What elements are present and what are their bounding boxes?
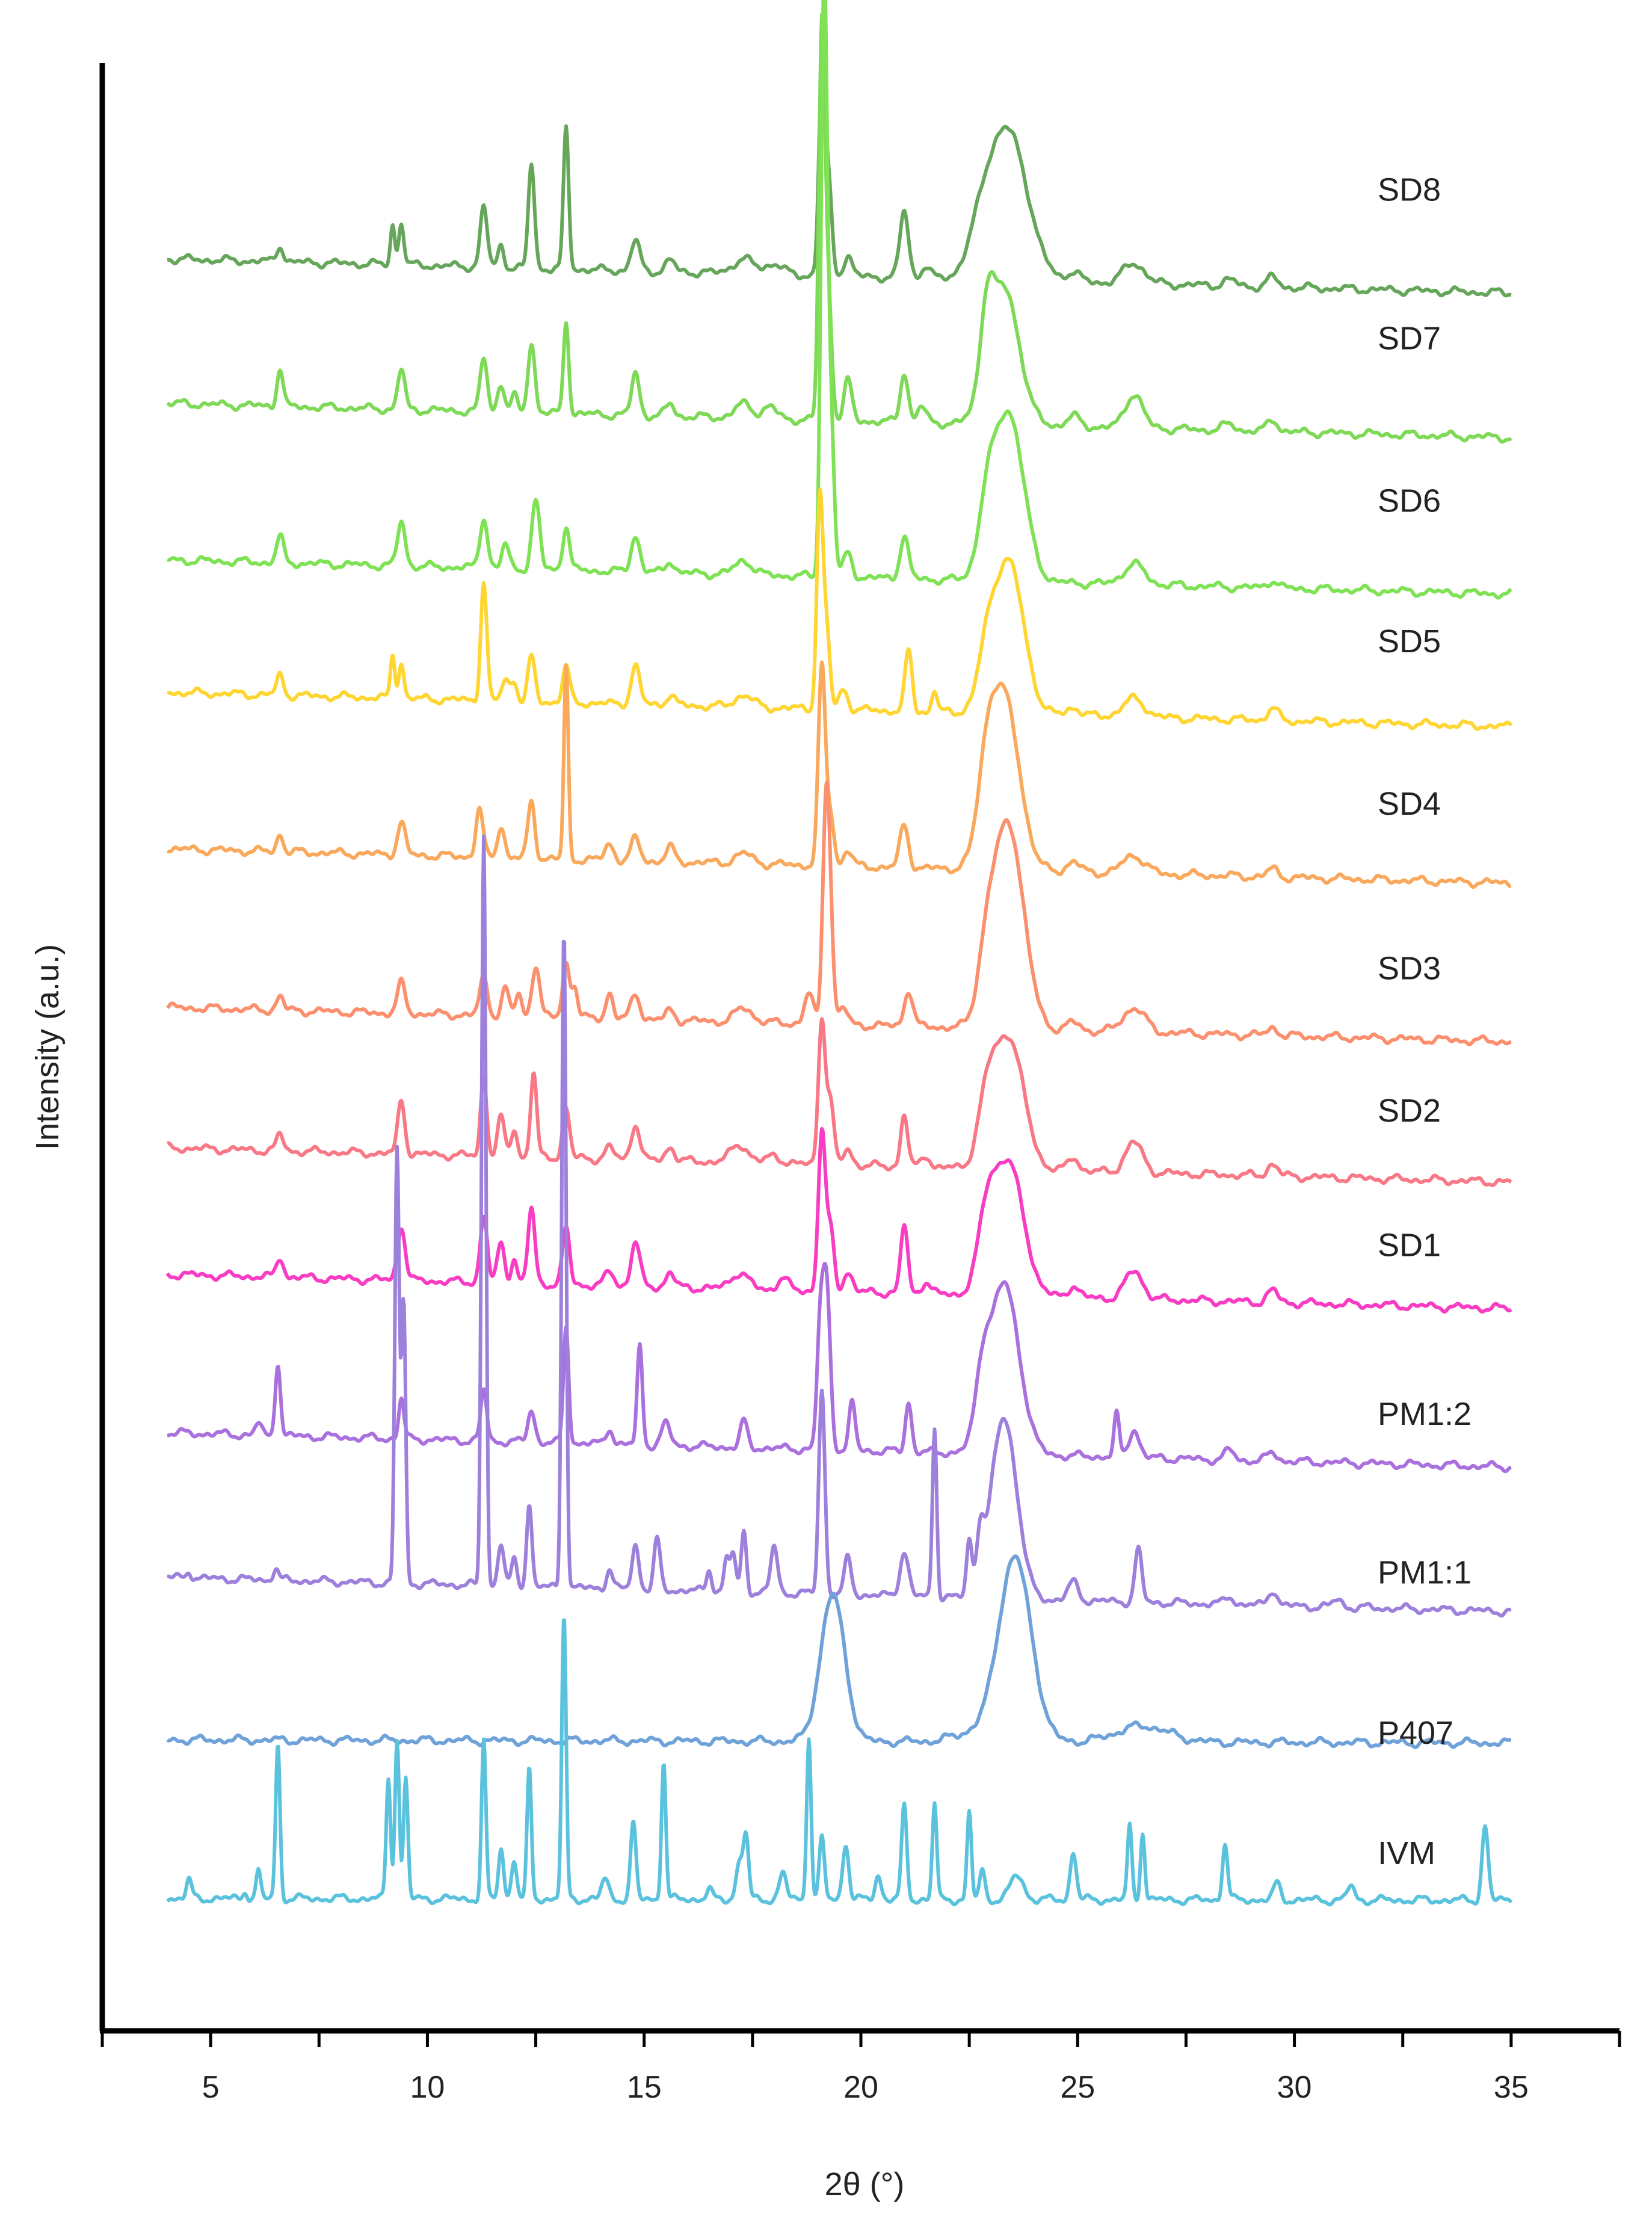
- series-line-sd8: [166, 55, 1512, 298]
- series-label-p407: P407: [1378, 1715, 1453, 1751]
- x-tick-label: 35: [1494, 2070, 1529, 2105]
- series-label-sd1: SD1: [1378, 1228, 1441, 1264]
- x-tick-label: 25: [1060, 2070, 1095, 2105]
- series-label-pm1-1: PM1:1: [1378, 1554, 1472, 1590]
- y-axis-title: Intensity (a.u.): [29, 944, 66, 1150]
- series-line-sd4: [166, 660, 1512, 889]
- series-label-sd5: SD5: [1378, 623, 1441, 659]
- series-line-pm1-1: [166, 834, 1512, 1618]
- x-tick-label: 5: [202, 2070, 220, 2105]
- series-label-sd4: SD4: [1378, 786, 1441, 822]
- series-label-pm1-2: PM1:2: [1378, 1396, 1472, 1432]
- series-label-sd2: SD2: [1378, 1093, 1441, 1129]
- x-ticks-group: 5 10 15 20 25 30 35: [100, 2031, 1621, 2105]
- series-label-sd7: SD7: [1378, 320, 1441, 356]
- series-line-pm1-2: [166, 1262, 1512, 1474]
- series-line-sd5: [166, 487, 1513, 731]
- series-line-sd7: [166, 13, 1512, 444]
- series-line-ivm: [166, 1618, 1513, 1907]
- x-tick-label: 30: [1277, 2070, 1312, 2105]
- series-line-sd1: [165, 1126, 1512, 1314]
- x-tick-label: 20: [843, 2070, 878, 2105]
- series-line-p407: [166, 1554, 1512, 1749]
- series-labels-group: SD8 SD7 SD6 SD5 SD4 SD3 SD2 SD1 PM1:2 PM1:1 P407 IV…: [1378, 172, 1472, 1872]
- series-label-sd3: SD3: [1378, 951, 1441, 987]
- x-tick-label: 10: [410, 2070, 445, 2105]
- series-line-sd2: [166, 1017, 1512, 1187]
- x-tick-label: 15: [627, 2070, 662, 2105]
- series-label-sd6: SD6: [1378, 483, 1441, 519]
- series-label-sd8: SD8: [1378, 172, 1441, 208]
- series-group: [165, 0, 1513, 1907]
- series-label-ivm: IVM: [1378, 1835, 1435, 1871]
- x-axis-title: 2θ (°): [825, 2166, 905, 2202]
- series-line-sd6: [166, 0, 1512, 600]
- series-line-sd3: [165, 780, 1512, 1046]
